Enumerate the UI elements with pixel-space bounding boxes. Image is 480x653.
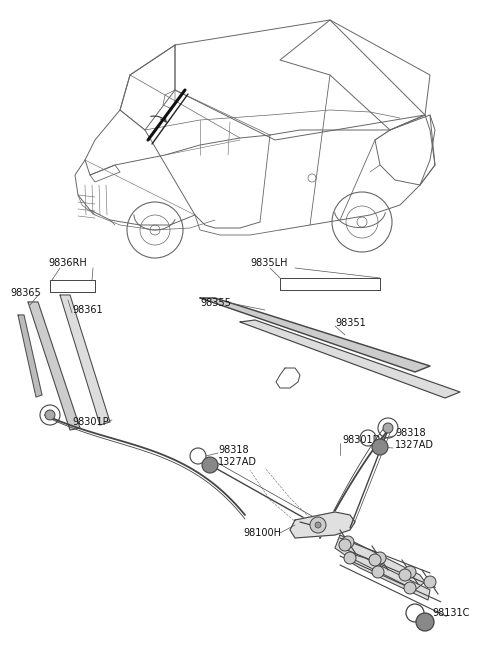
Circle shape (339, 539, 351, 551)
Polygon shape (60, 295, 110, 425)
Circle shape (404, 582, 416, 594)
Circle shape (344, 552, 356, 564)
Circle shape (399, 569, 411, 581)
Text: 98355: 98355 (200, 298, 231, 308)
Text: 98318: 98318 (395, 428, 426, 438)
Circle shape (310, 517, 326, 533)
Circle shape (342, 536, 354, 548)
Text: 98361: 98361 (72, 305, 103, 315)
Circle shape (424, 576, 436, 588)
Text: 1327AD: 1327AD (395, 440, 434, 450)
Text: 98301D: 98301D (342, 435, 380, 445)
Polygon shape (18, 315, 42, 397)
Polygon shape (290, 512, 355, 538)
Circle shape (372, 566, 384, 578)
Circle shape (374, 552, 386, 564)
Text: 98365: 98365 (10, 288, 41, 298)
Circle shape (404, 566, 416, 578)
Circle shape (372, 439, 388, 455)
Text: 1327AD: 1327AD (218, 457, 257, 467)
Text: 98318: 98318 (218, 445, 249, 455)
Circle shape (369, 554, 381, 566)
Polygon shape (335, 535, 425, 590)
Text: 98100H: 98100H (243, 528, 281, 538)
Text: 98131C: 98131C (432, 608, 469, 618)
Text: 9835LH: 9835LH (250, 258, 288, 268)
Circle shape (202, 457, 218, 473)
Circle shape (416, 613, 434, 631)
Circle shape (45, 410, 55, 420)
Polygon shape (200, 298, 430, 372)
Polygon shape (240, 320, 460, 398)
Polygon shape (28, 302, 80, 430)
Text: 98301P: 98301P (72, 417, 108, 427)
Polygon shape (350, 555, 430, 600)
Text: 9836RH: 9836RH (48, 258, 87, 268)
Circle shape (315, 522, 321, 528)
Text: 98351: 98351 (335, 318, 366, 328)
Circle shape (383, 423, 393, 433)
